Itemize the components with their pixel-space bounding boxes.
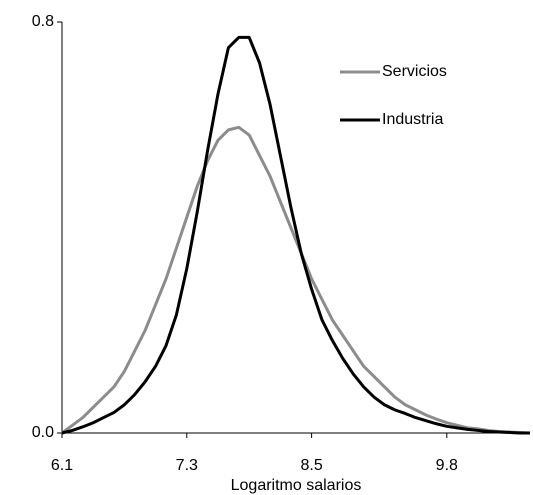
x-tick-label: 8.5 xyxy=(300,457,322,474)
x-axis-label: Logaritmo salarios xyxy=(231,477,362,494)
line-series xyxy=(61,35,530,435)
legend-label: Industria xyxy=(382,111,443,128)
x-tick-label: 6.1 xyxy=(51,457,73,474)
x-tick-label: 7.3 xyxy=(176,457,198,474)
y-tick-label: 0.8 xyxy=(32,13,54,30)
y-tick-label: 0.0 xyxy=(32,424,54,441)
x-tick-label: 9.8 xyxy=(436,457,458,474)
legend-label: Servicios xyxy=(382,63,447,80)
line-series xyxy=(61,125,531,435)
